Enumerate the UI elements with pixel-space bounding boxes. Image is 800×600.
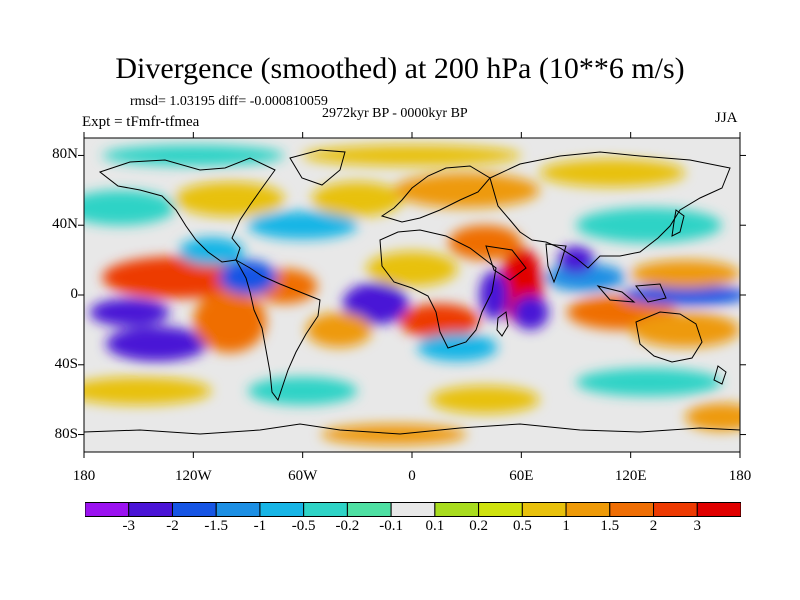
season-label: JJA <box>715 110 738 126</box>
divergence-anomaly-31 <box>84 376 212 405</box>
colorbar-label: -2 <box>166 518 179 534</box>
x-tick-label: 0 <box>408 468 416 484</box>
divergence-anomaly-35 <box>685 403 740 432</box>
divergence-anomaly-22 <box>576 207 722 243</box>
divergence-anomaly-24 <box>311 181 403 217</box>
divergence-anomaly-20 <box>630 260 740 289</box>
y-tick-label: 40N <box>52 216 78 233</box>
divergence-anomaly-36 <box>320 424 467 446</box>
divergence-anomaly-7 <box>342 282 409 325</box>
colorbar-swatch <box>303 502 348 517</box>
colorbar-swatch <box>390 502 436 517</box>
axis-ticks <box>78 132 746 458</box>
divergence-anomaly-34 <box>576 368 722 397</box>
colorbar-swatch <box>653 502 698 517</box>
colorbar-label: 1 <box>562 518 570 534</box>
rmsd-diff-stats: rmsd= 1.03195 diff= -0.000810059 <box>130 94 328 109</box>
divergence-anomaly-0 <box>102 256 248 299</box>
colorbar-label: -1.5 <box>204 518 229 534</box>
colorbar-swatch <box>565 502 611 517</box>
colorbar-swatch <box>434 502 480 517</box>
colorbar-label: 2 <box>649 518 658 534</box>
divergence-anomaly-13 <box>479 270 509 320</box>
colorbar-label: 0.2 <box>469 518 488 534</box>
divergence-anomaly-26 <box>393 172 540 208</box>
colorbar-label: 0.1 <box>425 518 445 534</box>
y-tick-label: 0 <box>70 286 79 302</box>
divergence-anomaly-2 <box>105 326 208 362</box>
divergence-anomaly-14 <box>512 295 549 330</box>
colorbar-swatch <box>521 502 567 517</box>
divergence-anomaly-28 <box>302 144 522 166</box>
colorbar-label: -0.1 <box>379 518 403 534</box>
divergence-anomaly-29 <box>539 158 686 187</box>
colorbar-swatch <box>609 502 655 517</box>
colorbar <box>85 502 741 517</box>
colorbar-swatch <box>259 502 305 517</box>
divergence-anomaly-6 <box>178 237 245 266</box>
x-tick-label: 60E <box>509 468 534 484</box>
x-tick-label: 180 <box>72 468 96 484</box>
divergence-anomaly-23 <box>247 211 358 240</box>
divergence-anomaly-33 <box>430 385 540 414</box>
y-tick-label: 80N <box>52 146 78 163</box>
divergence-anomaly-21 <box>630 312 740 348</box>
colorbar-swatch <box>215 502 261 517</box>
divergence-anomaly-19 <box>621 284 740 306</box>
y-tick-label: 40S <box>54 355 78 372</box>
colorbar-swatch <box>85 502 130 517</box>
divergence-anomaly-25 <box>175 181 285 217</box>
divergence-anomaly-15 <box>448 225 522 261</box>
colorbar-swatch <box>128 502 173 517</box>
divergence-anomaly-9 <box>306 312 372 348</box>
colorbar-label: -0.5 <box>291 518 316 534</box>
colorbar-label: 1.5 <box>600 518 620 534</box>
colorbar-swatch <box>478 502 523 517</box>
divergence-anomaly-27 <box>84 190 176 226</box>
x-tick-label: 120E <box>614 468 647 484</box>
colorbar-swatch <box>346 502 392 517</box>
divergence-anomaly-32 <box>247 376 358 405</box>
divergence-anomaly-3 <box>193 289 267 353</box>
colorbar-swatch <box>171 502 217 517</box>
colorbar-label: 3 <box>693 518 702 534</box>
divergence-field <box>84 144 740 446</box>
divergence-anomaly-30 <box>102 144 285 166</box>
divergence-anomaly-5 <box>218 260 278 295</box>
map-title: Divergence (smoothed) at 200 hPa (10**6 … <box>115 52 685 85</box>
time-period: 2972kyr BP - 0000kyr BP <box>322 106 468 121</box>
x-tick-label: 120W <box>174 468 212 484</box>
divergence-anomaly-1 <box>89 298 170 327</box>
colorbar-label: 0.5 <box>512 518 532 534</box>
divergence-anomaly-10 <box>366 251 458 287</box>
divergence-anomaly-17 <box>557 246 595 275</box>
colorbar-label: -0.2 <box>335 518 360 534</box>
colorbar-label: -1 <box>253 518 267 534</box>
colorbar-label: -3 <box>122 518 135 534</box>
x-tick-label: 60W <box>288 468 318 484</box>
coastlines <box>84 149 740 435</box>
x-tick-label: 180 <box>728 468 752 484</box>
y-tick-label: 80S <box>54 425 78 442</box>
colorbar-swatch <box>696 502 741 517</box>
divergence-anomaly-11 <box>417 333 498 362</box>
divergence-anomaly-8 <box>399 303 480 339</box>
experiment-label: Expt = tFmfr-tfmea <box>82 114 200 130</box>
